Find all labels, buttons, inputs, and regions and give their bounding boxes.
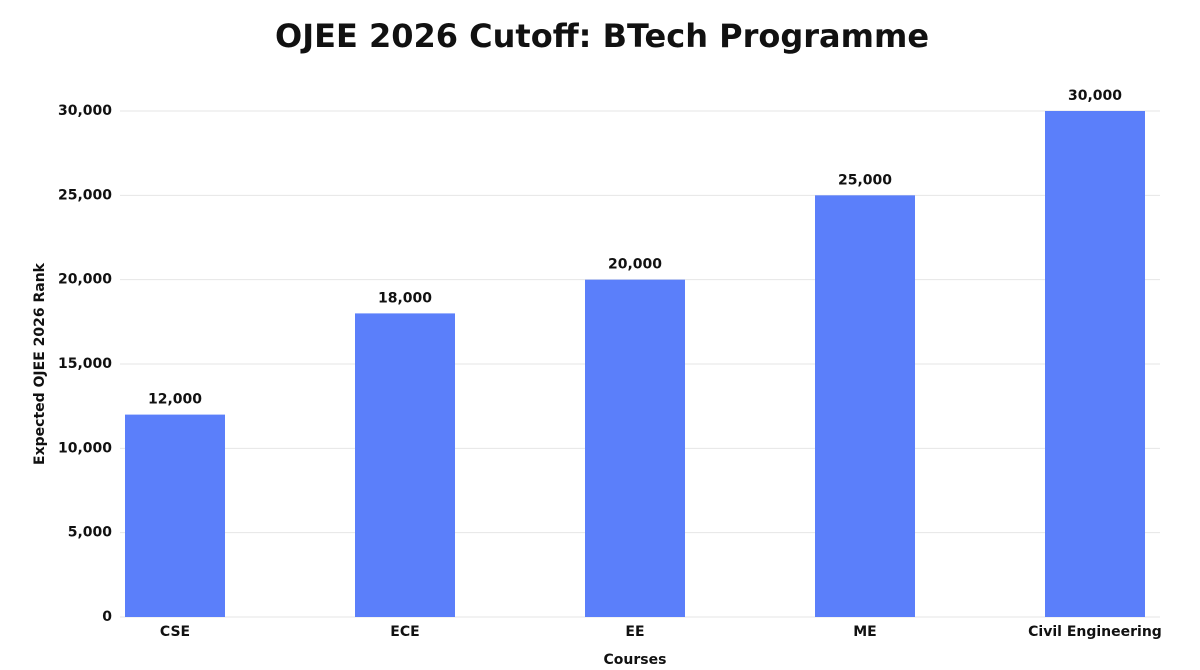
value-label: 25,000: [838, 172, 892, 188]
y-tick-label: 20,000: [58, 272, 112, 288]
value-label: 30,000: [1068, 88, 1122, 104]
x-tick-label: ME: [853, 624, 877, 640]
y-tick-label: 15,000: [58, 356, 112, 372]
x-tick-label: ECE: [390, 624, 419, 640]
y-tick-label: 5,000: [68, 525, 113, 541]
y-axis-label: Expected OJEE 2026 Rank: [32, 262, 48, 465]
bar: [585, 279, 685, 617]
bar: [355, 313, 455, 617]
chart-title: OJEE 2026 Cutoff: BTech Programme: [275, 17, 929, 55]
value-label: 18,000: [378, 290, 432, 306]
y-tick-label: 0: [102, 609, 112, 625]
bar: [815, 195, 915, 618]
value-label: 20,000: [608, 257, 662, 273]
x-tick-label: CSE: [160, 624, 190, 640]
x-tick-label: EE: [625, 624, 644, 640]
bar: [1045, 111, 1145, 617]
bar: [125, 414, 225, 617]
y-tick-label: 25,000: [58, 187, 112, 203]
x-axis-label: Courses: [604, 652, 667, 668]
value-label: 12,000: [148, 392, 202, 408]
y-tick-label: 10,000: [58, 440, 112, 456]
x-tick-label: Civil Engineering: [1028, 624, 1162, 640]
y-tick-label: 30,000: [58, 103, 112, 119]
